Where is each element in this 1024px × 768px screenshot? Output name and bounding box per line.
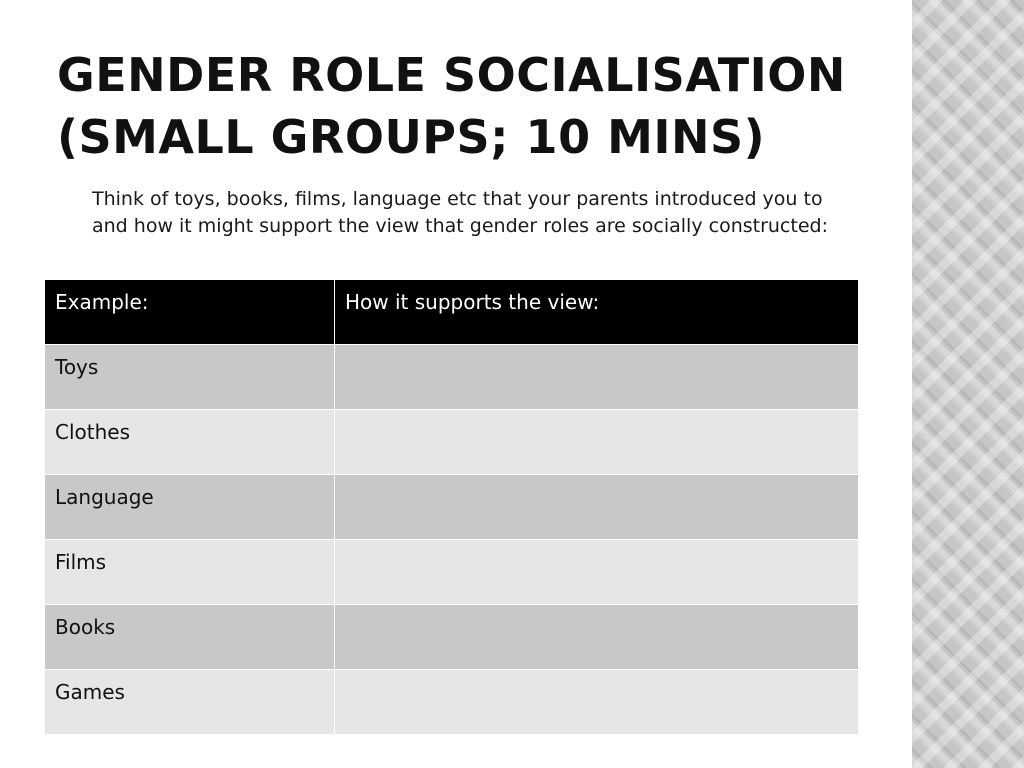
slide-title: Gender Role Socialisation (small groups;… <box>57 44 897 168</box>
examples-table: Example: How it supports the view: Toys … <box>44 279 859 735</box>
table-row: Language <box>44 474 859 540</box>
examples-table-container: Example: How it supports the view: Toys … <box>44 279 859 735</box>
slide-title-line-1: Gender Role Socialisation <box>57 48 846 102</box>
header-example: Example: <box>44 279 335 345</box>
table-row: Films <box>44 539 859 605</box>
table-header-row: Example: How it supports the view: <box>44 279 859 345</box>
table-row: Games <box>44 669 859 735</box>
example-cell: Toys <box>44 344 335 410</box>
example-cell: Games <box>44 669 335 735</box>
slide-title-line-2: (small groups; 10 mins) <box>57 110 766 164</box>
support-cell[interactable] <box>334 604 859 670</box>
decorative-side-panel <box>912 0 1024 768</box>
instructions-text: Think of toys, books, films, language et… <box>92 188 828 237</box>
example-cell: Books <box>44 604 335 670</box>
support-cell[interactable] <box>334 474 859 540</box>
example-cell: Clothes <box>44 409 335 475</box>
support-cell[interactable] <box>334 344 859 410</box>
support-cell[interactable] <box>334 669 859 735</box>
table-row: Toys <box>44 344 859 410</box>
example-cell: Language <box>44 474 335 540</box>
example-cell: Films <box>44 539 335 605</box>
support-cell[interactable] <box>334 409 859 475</box>
table-row: Books <box>44 604 859 670</box>
header-how-it-supports: How it supports the view: <box>334 279 859 345</box>
table-row: Clothes <box>44 409 859 475</box>
support-cell[interactable] <box>334 539 859 605</box>
